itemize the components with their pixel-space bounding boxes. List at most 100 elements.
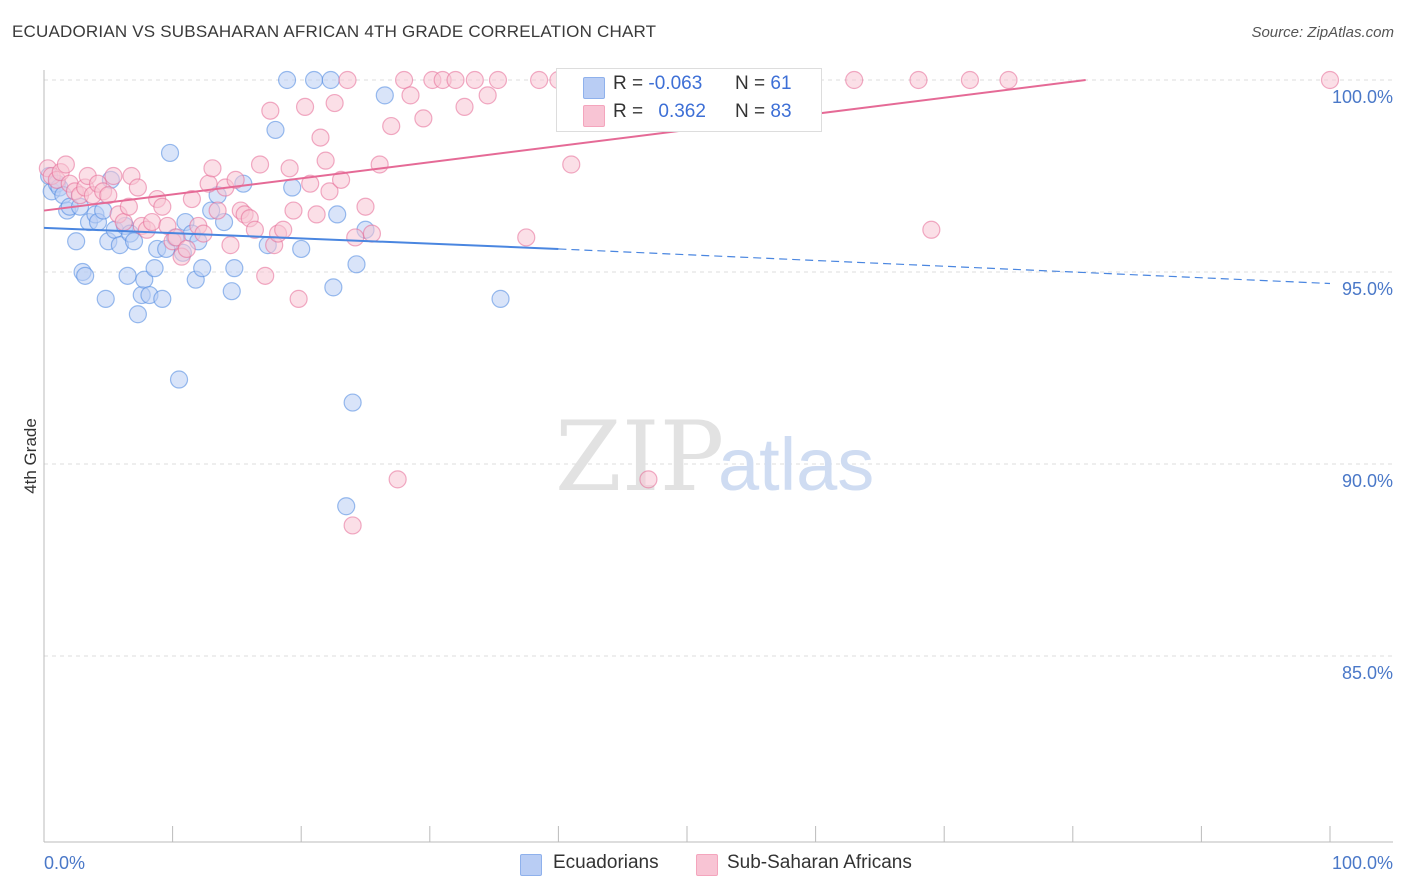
point-subsaharan	[316, 151, 335, 170]
legend-n-value: 83	[770, 101, 792, 122]
point-subsaharan	[284, 201, 303, 220]
bottom-legend-swatch-blue	[520, 854, 542, 876]
point-subsaharan	[307, 205, 326, 224]
point-ecuadorian	[266, 120, 285, 140]
point-ecuadorian	[343, 393, 362, 412]
legend-swatch-blue	[583, 77, 605, 99]
point-subsaharan	[356, 197, 375, 216]
y-tick-label: 85.0%	[1342, 663, 1393, 683]
watermark-zip: ZIP	[555, 401, 724, 513]
point-subsaharan	[221, 236, 240, 255]
point-subsaharan	[311, 128, 330, 147]
point-subsaharan	[401, 86, 420, 105]
legend-n-label: N =	[735, 73, 766, 94]
point-subsaharan	[104, 166, 123, 186]
legend-r-label: R =	[613, 101, 644, 122]
point-ecuadorian	[283, 178, 302, 197]
point-subsaharan	[478, 86, 497, 105]
chart-title: ECUADORIAN VS SUBSAHARAN AFRICAN 4TH GRA…	[12, 22, 657, 41]
point-subsaharan	[446, 70, 465, 90]
bottom-legend-label: Ecuadorians	[553, 852, 659, 873]
point-subsaharan	[388, 470, 407, 489]
point-ecuadorian	[193, 259, 212, 278]
bottom-legend-label: Sub-Saharan Africans	[727, 852, 912, 873]
point-subsaharan	[325, 93, 344, 113]
legend-n-value: 61	[770, 73, 792, 94]
point-subsaharan	[289, 289, 308, 308]
point-subsaharan	[909, 70, 928, 90]
y-tick-label: 90.0%	[1342, 471, 1393, 491]
point-subsaharan	[177, 239, 196, 259]
legend-swatch-pink	[583, 105, 605, 127]
point-ecuadorian	[375, 86, 394, 105]
point-subsaharan	[142, 212, 162, 232]
point-subsaharan	[119, 197, 138, 216]
point-subsaharan	[370, 155, 389, 174]
axes	[43, 70, 1393, 843]
point-ecuadorian	[491, 289, 510, 308]
point-subsaharan	[488, 70, 508, 90]
point-subsaharan	[343, 516, 362, 535]
x-tick-label-max: 100.0%	[1332, 853, 1393, 873]
point-ecuadorian	[169, 370, 189, 389]
bottom-legend-swatch-pink	[696, 854, 718, 876]
point-ecuadorian	[118, 266, 137, 285]
point-ecuadorian	[222, 282, 241, 301]
point-ecuadorian	[76, 266, 95, 285]
point-subsaharan	[203, 159, 222, 178]
point-subsaharan	[256, 266, 275, 285]
point-ecuadorian	[128, 305, 147, 324]
point-ecuadorian	[145, 259, 164, 278]
trendlines	[43, 79, 1331, 285]
point-subsaharan	[465, 70, 484, 90]
point-ecuadorian	[225, 259, 244, 278]
point-ecuadorian	[160, 143, 180, 163]
point-subsaharan	[280, 159, 299, 178]
trendline-subsaharan	[43, 79, 1086, 212]
gridlines	[44, 79, 1393, 657]
point-ecuadorian	[124, 232, 144, 251]
y-axis-title: 4th Grade	[21, 418, 40, 494]
point-subsaharan	[56, 155, 75, 174]
point-ecuadorian	[277, 70, 297, 90]
series-ecuadorians	[40, 70, 510, 516]
x-tick-label-min: 0.0%	[44, 853, 85, 873]
y-tick-labels: 100.0% 95.0% 90.0% 85.0%	[1332, 87, 1393, 683]
y-tick-label: 100.0%	[1332, 87, 1393, 107]
point-subsaharan	[530, 70, 549, 90]
point-ecuadorian	[347, 255, 366, 274]
chart-source: Source: ZipAtlas.com	[1251, 24, 1394, 41]
point-subsaharan	[639, 470, 658, 489]
point-ecuadorian	[153, 289, 172, 308]
watermark-atlas: atlas	[718, 423, 874, 506]
point-subsaharan	[394, 70, 414, 90]
point-ecuadorian	[328, 205, 347, 224]
point-subsaharan	[1320, 70, 1340, 90]
point-subsaharan	[261, 101, 280, 120]
point-subsaharan	[114, 212, 133, 232]
point-subsaharan	[999, 70, 1018, 90]
point-subsaharan	[250, 155, 270, 174]
point-subsaharan	[338, 70, 357, 90]
trendline-ecuadorians	[43, 226, 559, 250]
point-subsaharan	[922, 220, 941, 239]
point-ecuadorian	[337, 497, 356, 516]
point-subsaharan	[517, 228, 536, 247]
point-subsaharan	[960, 70, 980, 90]
point-subsaharan	[208, 201, 227, 220]
legend-r-label: R =	[613, 73, 644, 94]
point-subsaharan	[562, 155, 581, 174]
point-ecuadorian	[321, 70, 340, 90]
point-ecuadorian	[67, 232, 86, 251]
point-subsaharan	[301, 174, 320, 193]
point-ecuadorian	[324, 278, 343, 297]
point-ecuadorian	[292, 239, 311, 259]
watermark: ZIP atlas	[555, 401, 874, 513]
trendline-ecuadorians-extrapolated	[558, 248, 1331, 285]
point-subsaharan	[99, 186, 118, 205]
point-subsaharan	[346, 228, 365, 247]
correlation-legend: R = -0.063 N = 61 R = 0.362 N = 83	[556, 68, 822, 132]
point-subsaharan	[362, 224, 382, 243]
y-tick-label: 95.0%	[1342, 279, 1393, 299]
